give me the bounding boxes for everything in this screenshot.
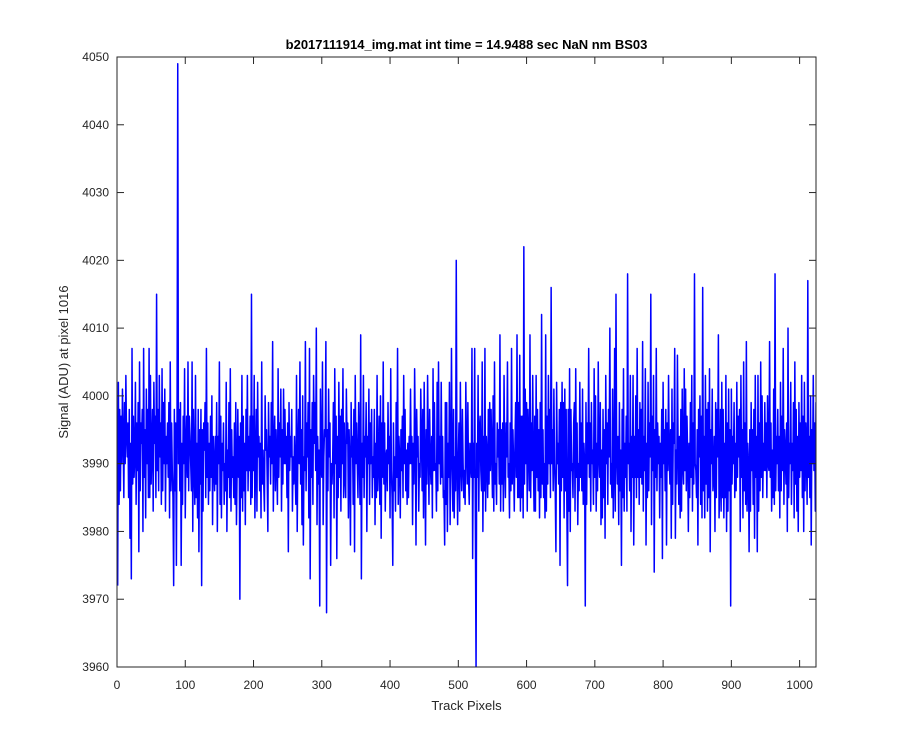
y-tick-label: 3970 [82, 592, 109, 606]
y-tick-label: 4000 [82, 389, 109, 403]
y-axis-ticks: 3960 3970 3980 3990 4000 4010 4020 4030 4040 4050 [82, 50, 816, 674]
x-tick-label: 100 [175, 678, 195, 692]
y-tick-label: 4020 [82, 253, 109, 267]
x-tick-label: 700 [585, 678, 605, 692]
x-tick-label: 600 [517, 678, 537, 692]
y-axis-label: Signal (ADU) at pixel 1016 [56, 285, 71, 438]
y-tick-label: 4010 [82, 321, 109, 335]
y-tick-label: 4040 [82, 118, 109, 132]
y-tick-label: 4050 [82, 50, 109, 64]
x-tick-label: 800 [653, 678, 673, 692]
x-axis-ticks: 0 100 200 300 400 500 600 700 800 900 1000 [114, 57, 813, 692]
series-layer [117, 63, 816, 667]
x-tick-label: 900 [721, 678, 741, 692]
y-tick-label: 4030 [82, 186, 109, 200]
x-tick-label: 200 [244, 678, 264, 692]
y-tick-label: 3990 [82, 457, 109, 471]
y-tick-label: 3960 [82, 660, 109, 674]
axes-box [116, 56, 817, 668]
series-line-1 [117, 63, 816, 667]
chart-title: b2017111914_img.mat int time = 14.9488 s… [286, 37, 648, 52]
x-tick-label: 400 [380, 678, 400, 692]
y-tick-label: 3980 [82, 524, 109, 538]
x-tick-label: 300 [312, 678, 332, 692]
x-tick-label: 1000 [786, 678, 813, 692]
x-tick-label: 500 [448, 678, 468, 692]
x-axis-label: Track Pixels [431, 698, 502, 713]
plot-area [117, 57, 816, 667]
x-tick-label: 0 [114, 678, 121, 692]
